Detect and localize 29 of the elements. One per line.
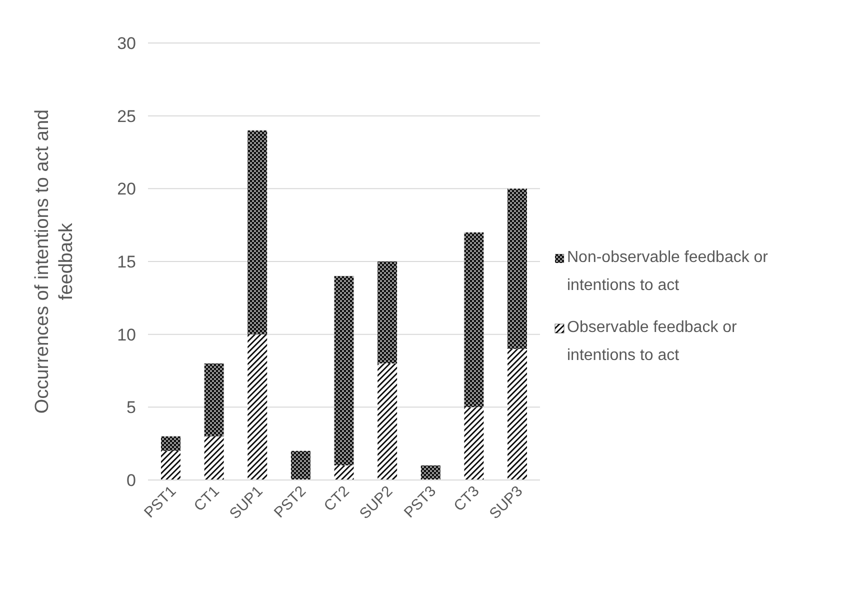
y-tick-label: 10 [117, 325, 136, 344]
x-tick-label: CT1 [190, 482, 223, 515]
y-tick-label: 5 [126, 398, 136, 418]
bar [334, 276, 354, 466]
bar [378, 262, 398, 364]
y-tick-label: 20 [117, 180, 136, 199]
y-tick-label: 15 [117, 252, 136, 272]
x-tick-label: CT3 [450, 482, 483, 515]
bar [160, 436, 180, 451]
y-tick-label: 25 [117, 106, 136, 126]
bar [204, 436, 224, 480]
y-tick-label: 0 [126, 470, 136, 490]
x-tick-label: CT2 [320, 482, 353, 515]
bar [160, 450, 180, 480]
legend-label: Observable feedback or intentions to act [567, 319, 738, 364]
bar [204, 363, 224, 436]
bar [508, 188, 528, 349]
bar [290, 450, 310, 480]
y-tick-label: 30 [117, 34, 136, 53]
bar [464, 407, 484, 480]
bar [464, 232, 484, 408]
bar [248, 130, 268, 334]
bar [508, 348, 528, 480]
legend-label: Non-observable feedback or intentions to act [567, 249, 769, 294]
bar [378, 363, 398, 480]
y-axis-title: Occurrences of intentions to act and feedback [32, 109, 77, 414]
bar [420, 465, 440, 480]
bar [248, 334, 268, 480]
bar [334, 465, 354, 480]
